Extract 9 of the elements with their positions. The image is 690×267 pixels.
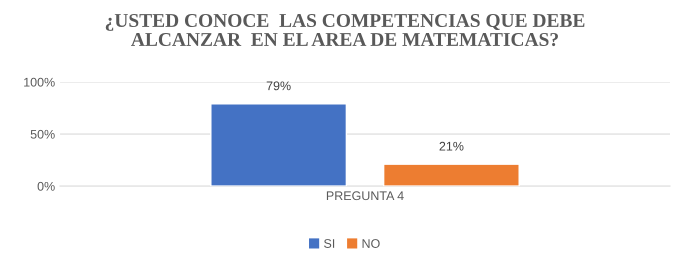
data-label: 21% [440, 142, 464, 151]
legend-label: NO [362, 239, 380, 248]
chart-title: ¿USTED CONOCE LAS COMPETENCIAS QUE DEBE ALCANZAR EN EL AREA DE MATEMATICAS? [106, 14, 584, 46]
x-tick-label: PREGUNTA 4 [326, 191, 404, 200]
y-tick-label: 100% [24, 78, 55, 87]
legend-label: SI [324, 239, 334, 248]
y-tick-label: 50% [30, 130, 55, 139]
data-label: 79% [266, 81, 291, 90]
y-tick-label: 0% [38, 182, 55, 191]
